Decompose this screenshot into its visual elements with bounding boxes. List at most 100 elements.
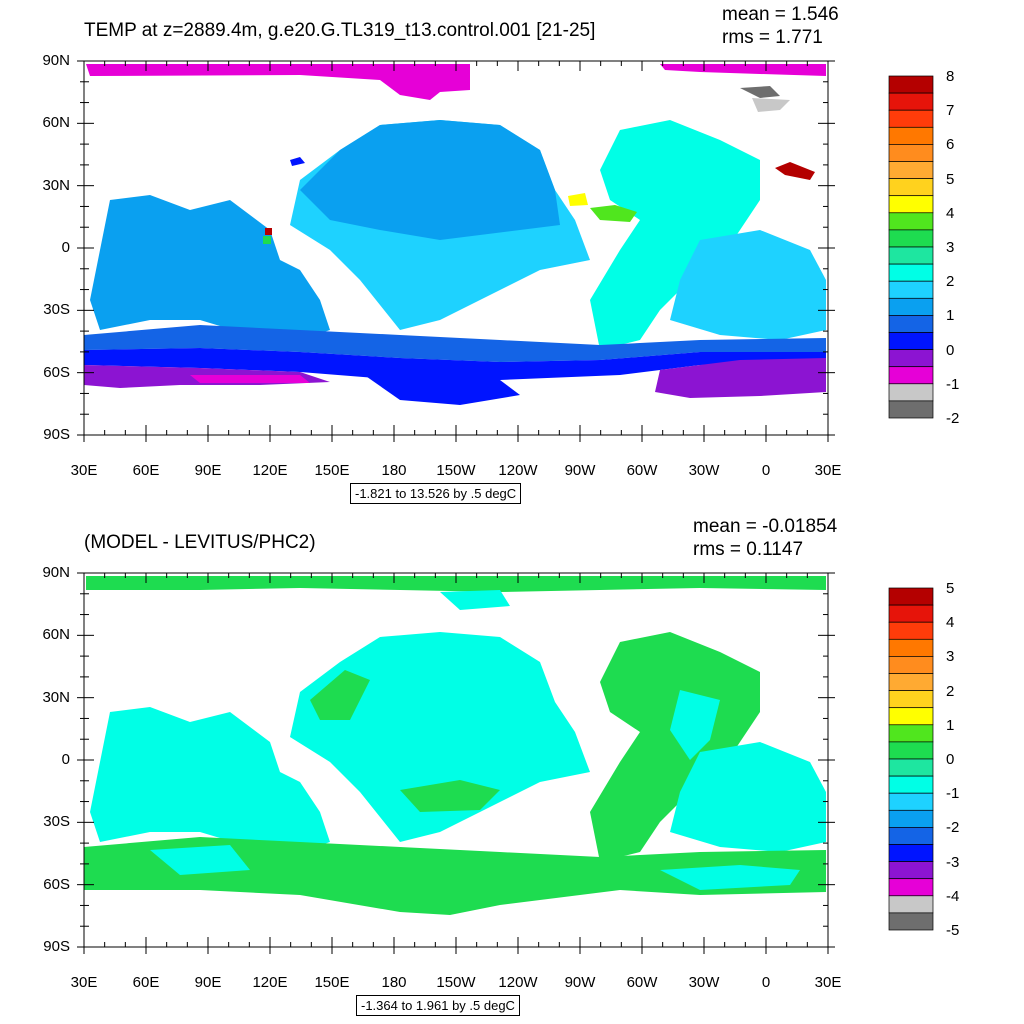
- top-axis-ticks: [77, 60, 835, 442]
- lon-label: 30E: [70, 462, 98, 479]
- lat-label: 30S: [43, 813, 70, 831]
- colorbar-swatch: [888, 895, 934, 914]
- top-panel-title: TEMP at z=2889.4m, g.e20.G.TL319_t13.con…: [84, 20, 596, 41]
- colorbar-swatch: [888, 315, 934, 333]
- colorbar-label: -1: [946, 785, 960, 803]
- lon-label: 30W: [688, 462, 720, 479]
- colorbar-swatch: [888, 75, 934, 94]
- bottom-map-frame: [83, 572, 829, 948]
- lon-label: 150W: [436, 974, 476, 991]
- bottom-north-atlantic: [590, 632, 760, 862]
- lat-label: 0: [61, 751, 70, 768]
- lat-label: 30N: [42, 176, 70, 194]
- top-north-atlantic: [590, 120, 760, 350]
- colorbar-swatch: [888, 263, 934, 282]
- bottom-pacific-green-2: [400, 780, 500, 812]
- colorbar-label: 6: [946, 136, 955, 154]
- colorbar-swatch: [888, 792, 934, 811]
- bottom-arctic-cyan: [440, 590, 510, 610]
- colorbar-swatch: [888, 878, 934, 897]
- bottom-rms-label: rms = 0.1147: [693, 539, 804, 560]
- top-map-frame: [83, 60, 829, 436]
- colorbar-swatch: [888, 297, 934, 316]
- colorbar-label: 1: [946, 307, 955, 325]
- top-indian-basin: [90, 195, 330, 340]
- colorbar-label: 8: [946, 68, 955, 85]
- colorbar-swatch: [888, 775, 934, 794]
- top-arctic-region-east: [660, 64, 826, 76]
- colorbar-label: 1: [946, 716, 955, 734]
- bottom-colorbar: [888, 587, 934, 931]
- colorbar-label: 7: [946, 102, 955, 120]
- bottom-atlantic-cyan: [670, 690, 720, 760]
- lat-label: 60N: [42, 114, 70, 132]
- lon-label: 90E: [194, 974, 222, 991]
- lat-label: 90S: [43, 426, 70, 443]
- top-weddell-purple-east: [655, 358, 826, 398]
- lat-label: 60S: [43, 363, 70, 381]
- colorbar-swatch: [888, 280, 934, 299]
- bottom-southern-ocean: [84, 837, 826, 915]
- top-southern-deep-blue: [360, 372, 520, 405]
- top-small-red: [265, 228, 272, 235]
- top-range-label: -1.821 to 13.526 by .5 degC: [350, 483, 522, 504]
- lon-label: 180: [381, 974, 407, 991]
- colorbar-swatch: [888, 587, 934, 606]
- colorbar-swatch: [888, 161, 934, 179]
- lon-label: 120W: [498, 462, 538, 479]
- top-antarctic-magenta: [190, 375, 310, 383]
- colorbar-swatch: [888, 92, 934, 111]
- lat-label: 30N: [42, 688, 70, 706]
- colorbar-label: -3: [946, 853, 960, 871]
- colorbar-swatch: [888, 246, 934, 265]
- top-south-atlantic: [670, 230, 826, 340]
- bottom-arctic-green: [86, 576, 826, 592]
- colorbar-swatch: [888, 741, 934, 760]
- colorbar-label: 3: [946, 648, 955, 666]
- lon-label: 90E: [194, 462, 222, 479]
- colorbar-swatch: [888, 383, 934, 402]
- colorbar-swatch: [888, 638, 934, 657]
- colorbar-label: -5: [946, 922, 960, 939]
- bottom-mean-label: mean = -0.01854: [693, 516, 838, 537]
- colorbar-label: -2: [946, 410, 960, 427]
- lat-label: 30S: [43, 301, 70, 319]
- top-arctic-region: [86, 64, 470, 100]
- lon-label: 120E: [252, 974, 288, 991]
- top-yellow-patch: [568, 193, 588, 206]
- top-pacific-basin: [290, 120, 590, 330]
- colorbar-label: 2: [946, 682, 955, 700]
- lon-label: 30E: [814, 462, 842, 479]
- bottom-pacific-green-1: [310, 670, 370, 720]
- top-blue-patch: [290, 157, 305, 166]
- colorbar-swatch: [888, 912, 934, 931]
- top-southern-band-1: [84, 325, 826, 362]
- colorbar-swatch: [888, 144, 934, 162]
- top-rms-label: rms = 1.771: [722, 27, 823, 48]
- colorbar-swatch: [888, 604, 934, 623]
- colorbar-label: -4: [946, 887, 960, 905]
- top-green-patch: [590, 205, 637, 222]
- bottom-south-atlantic: [670, 742, 826, 852]
- lon-label: 90W: [564, 462, 596, 479]
- colorbar-label: 4: [946, 614, 955, 632]
- colorbar-swatch: [888, 809, 934, 828]
- lat-label: 60S: [43, 875, 70, 893]
- lon-label: 180: [381, 462, 407, 479]
- colorbar-swatch: [888, 827, 934, 845]
- bottom-axis-ticks: [77, 572, 835, 954]
- colorbar-swatch: [888, 229, 934, 248]
- lon-label: 150W: [436, 462, 476, 479]
- colorbar-swatch: [888, 212, 934, 231]
- colorbar-swatch: [888, 758, 934, 777]
- lon-label: 0: [761, 462, 771, 479]
- bottom-range-label: -1.364 to 1.961 by .5 degC: [356, 995, 520, 1016]
- lon-label: 30E: [814, 974, 842, 991]
- top-colorbar: [888, 75, 934, 419]
- colorbar-swatch: [888, 366, 934, 385]
- colorbar-swatch: [888, 724, 934, 743]
- lat-label: 90N: [42, 564, 70, 581]
- lon-label: 0: [761, 974, 771, 991]
- colorbar-swatch: [888, 178, 934, 197]
